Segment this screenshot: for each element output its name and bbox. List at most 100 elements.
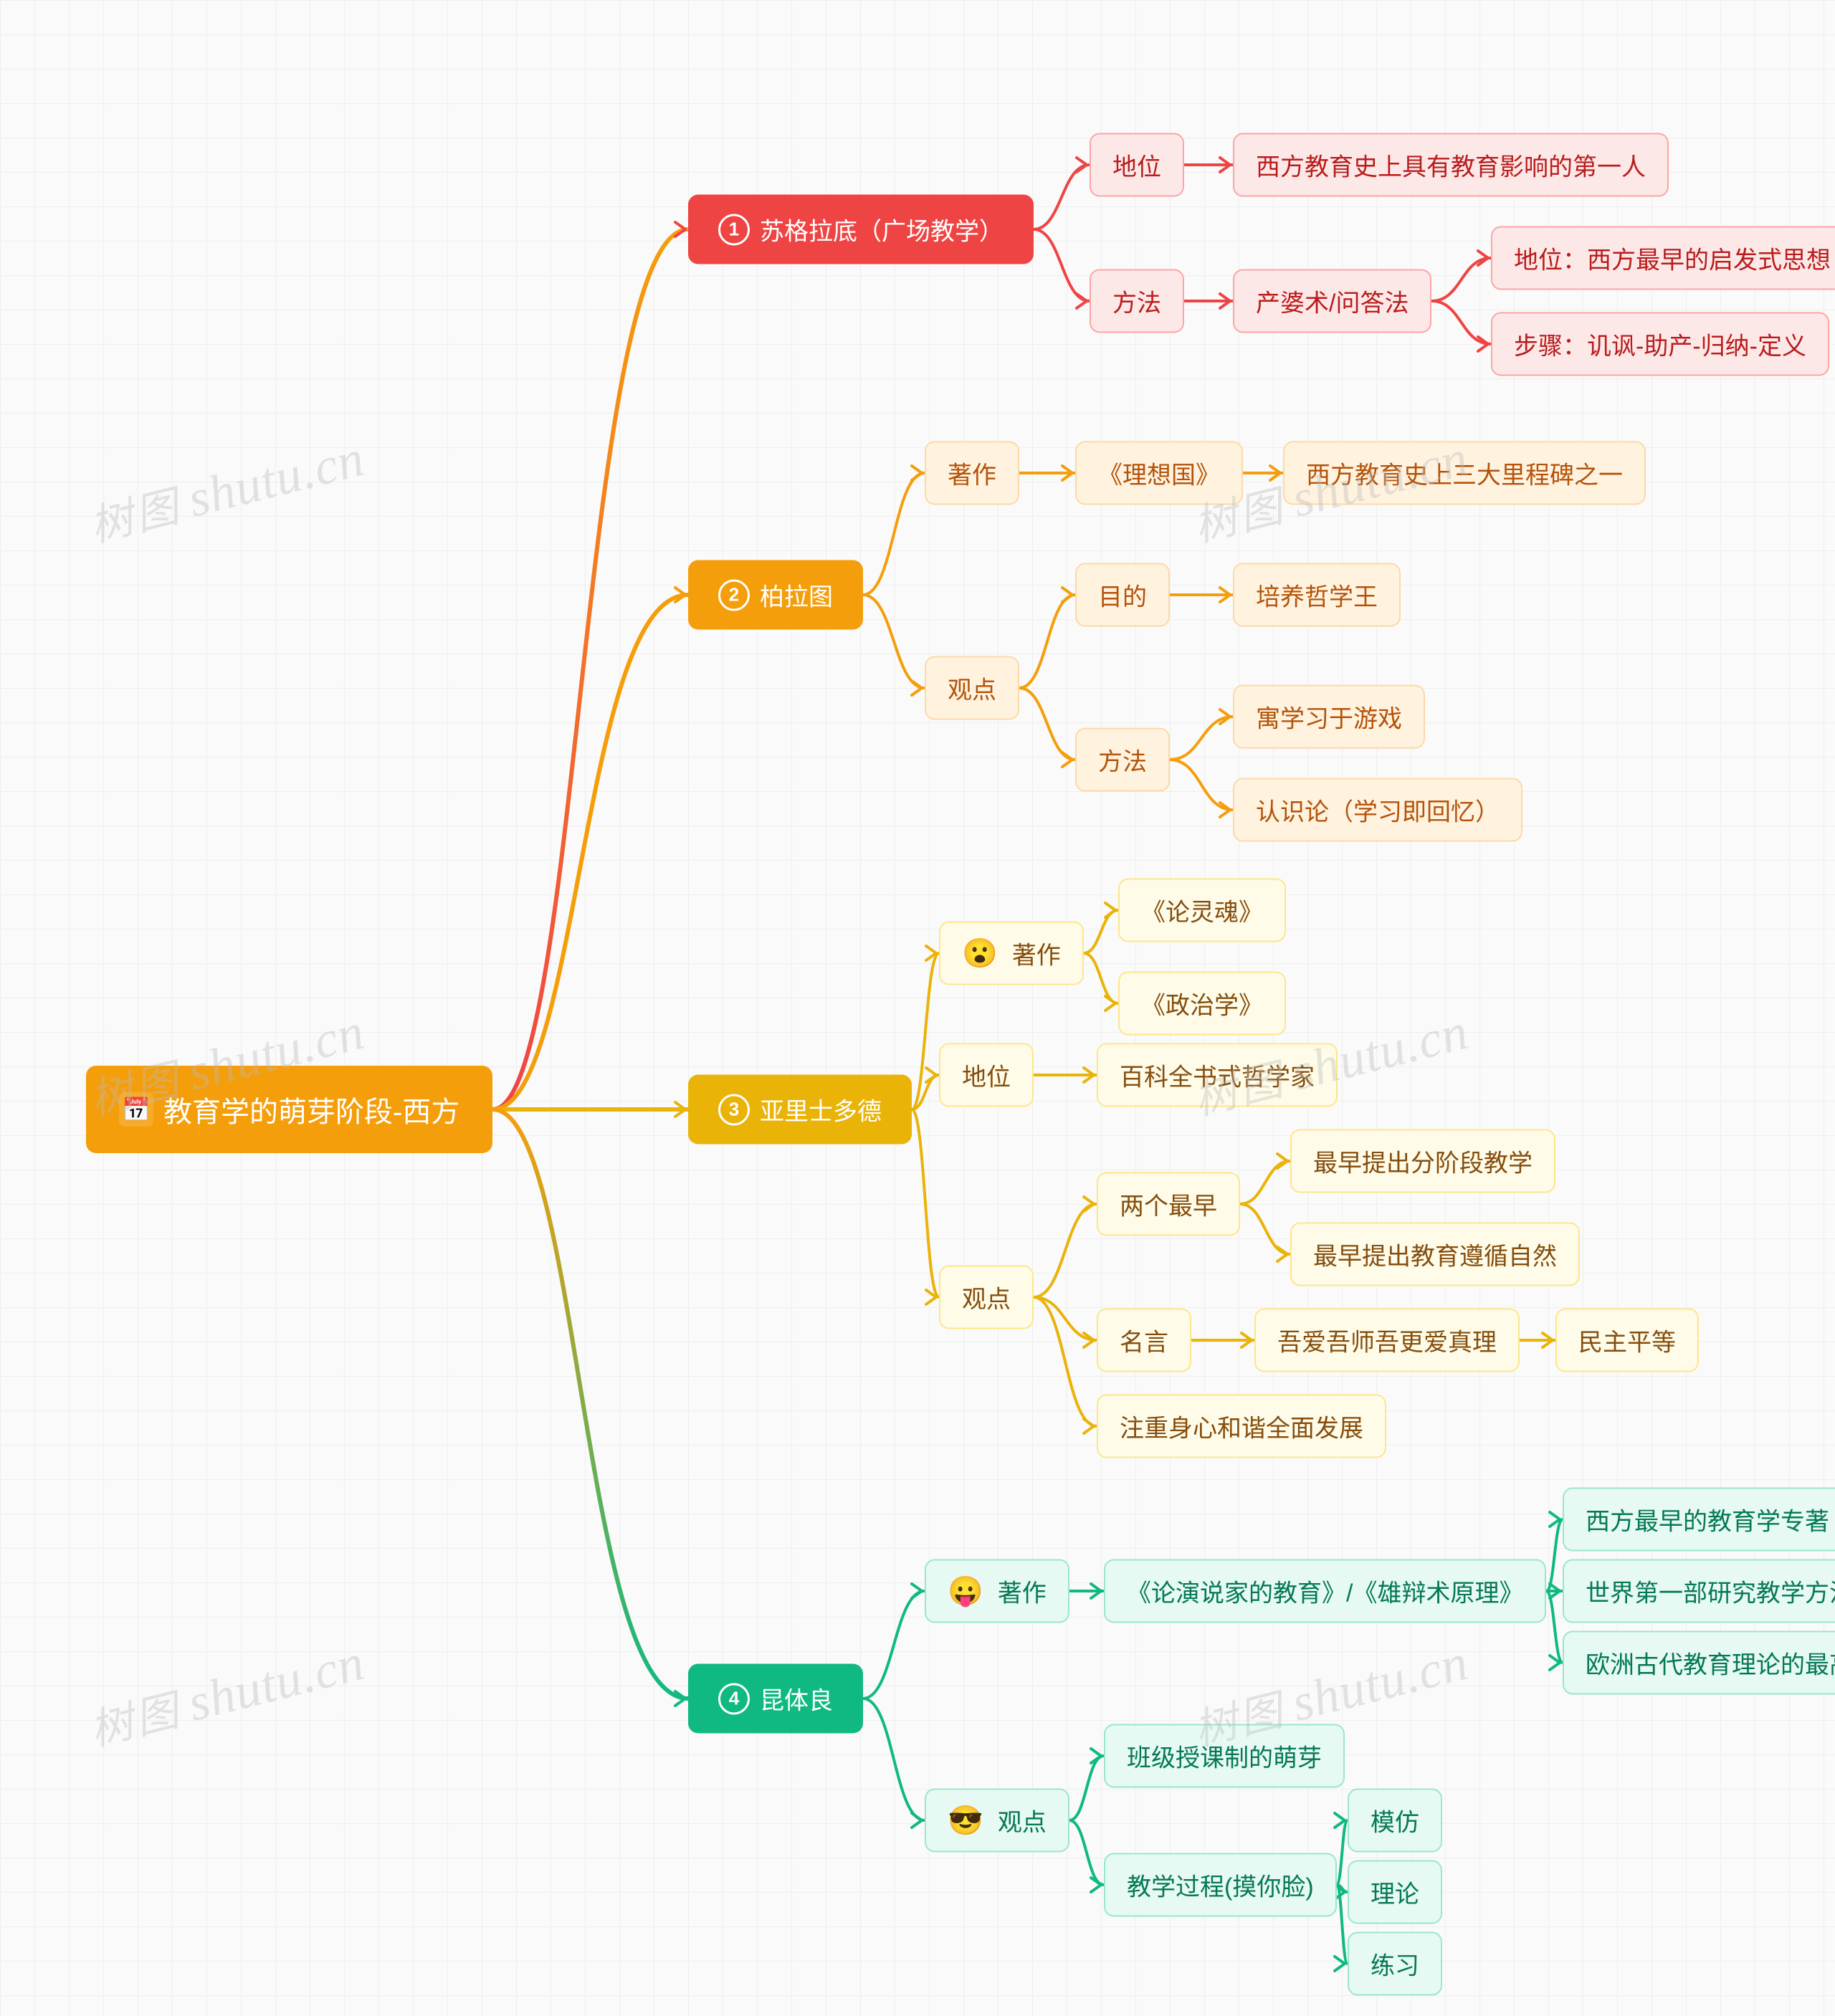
leaf-node[interactable]: 😎 观点 (925, 1789, 1069, 1853)
leaf-node[interactable]: 《理想国》 (1075, 441, 1243, 505)
node-label: 西方教育史上具有教育影响的第一人 (1256, 148, 1646, 183)
leaf-node[interactable]: 😛 著作 (925, 1559, 1069, 1623)
leaf-node[interactable]: 地位 (1090, 133, 1184, 197)
leaf-node[interactable]: 观点 (925, 656, 1019, 720)
node-label: 地位：西方最早的启发式思想 (1514, 241, 1831, 276)
leaf-node[interactable]: 地位 (939, 1043, 1034, 1107)
node-label: 目的 (1098, 578, 1147, 613)
leaf-node[interactable]: 理论 (1348, 1860, 1442, 1924)
leaf-node[interactable]: 培养哲学王 (1233, 563, 1401, 627)
node-label: 观点 (948, 671, 996, 706)
leaf-node[interactable]: 西方教育史上三大里程碑之一 (1283, 441, 1646, 505)
watermark-en: shutu.cn (182, 429, 370, 528)
leaf-node[interactable]: 西方最早的教育学专著 (1563, 1488, 1835, 1552)
node-label: 寓学习于游戏 (1256, 699, 1402, 735)
leaf-node[interactable]: 班级授课制的萌芽 (1104, 1724, 1345, 1788)
node-label: 西方最早的教育学专著 (1586, 1502, 1829, 1537)
node-label: 观点 (998, 1803, 1047, 1838)
node-label: 观点 (962, 1280, 1011, 1315)
node-label: 西方教育史上三大里程碑之一 (1306, 456, 1623, 491)
branch-badge: 4 (718, 1683, 750, 1714)
leaf-node[interactable]: 两个最早 (1097, 1172, 1240, 1236)
leaf-node[interactable]: 名言 (1097, 1309, 1191, 1372)
leaf-node[interactable]: 模仿 (1348, 1789, 1442, 1853)
leaf-node[interactable]: 目的 (1075, 563, 1170, 627)
branch-node[interactable]: 2 柏拉图 (688, 560, 863, 630)
leaf-node[interactable]: 产婆术/问答法 (1233, 269, 1431, 333)
node-label: 《政治学》 (1141, 986, 1263, 1021)
leaf-node[interactable]: 注重身心和谐全面发展 (1097, 1395, 1386, 1458)
node-label: 地位 (1112, 148, 1161, 183)
branch-badge: 1 (718, 214, 750, 245)
node-label: 苏格拉底（广场教学） (760, 212, 1004, 247)
node-label: 方法 (1112, 284, 1161, 319)
emoji-icon: 😛 (948, 1575, 983, 1608)
leaf-node[interactable]: 认识论（学习即回忆） (1233, 778, 1522, 842)
node-label: 著作 (998, 1574, 1047, 1609)
node-label: 柏拉图 (760, 578, 833, 613)
watermark: 树图shutu.cn (82, 426, 370, 554)
leaf-node[interactable]: 教学过程(摸你脸) (1104, 1853, 1337, 1917)
leaf-node[interactable]: 欧洲古代教育理论的最高成就 (1563, 1631, 1835, 1695)
node-label: 注重身心和谐全面发展 (1120, 1409, 1363, 1444)
leaf-node[interactable]: 练习 (1348, 1932, 1442, 1996)
node-label: 产婆术/问答法 (1256, 284, 1409, 319)
node-label: 百科全书式哲学家 (1120, 1058, 1315, 1093)
node-label: 吾爱吾师吾更爱真理 (1277, 1323, 1497, 1358)
calendar-icon: 📅 (119, 1092, 153, 1127)
node-label: 教学过程(摸你脸) (1127, 1868, 1314, 1903)
leaf-node[interactable]: 吾爱吾师吾更爱真理 (1254, 1309, 1520, 1372)
branch-badge: 3 (718, 1094, 750, 1125)
node-label: 民主平等 (1578, 1323, 1676, 1358)
node-label: 亚里士多德 (760, 1092, 882, 1127)
node-label: 练习 (1371, 1946, 1419, 1982)
leaf-node[interactable]: 观点 (939, 1266, 1034, 1329)
root-label: 教育学的萌芽阶段-西方 (163, 1089, 459, 1130)
node-label: 名言 (1120, 1323, 1168, 1358)
leaf-node[interactable]: 西方教育史上具有教育影响的第一人 (1233, 133, 1669, 197)
edge-layer (0, 0, 1835, 2016)
emoji-icon: 😎 (948, 1804, 983, 1838)
watermark-en: shutu.cn (182, 1633, 370, 1732)
node-label: 步骤：讥讽-助产-归纳-定义 (1514, 327, 1806, 362)
watermark: 树图shutu.cn (82, 1630, 370, 1758)
node-label: 最早提出教育遵循自然 (1313, 1237, 1557, 1272)
leaf-node[interactable]: 最早提出分阶段教学 (1290, 1129, 1555, 1193)
node-label: 地位 (962, 1058, 1011, 1093)
root-node[interactable]: 📅 教育学的萌芽阶段-西方 (86, 1066, 492, 1153)
leaf-node[interactable]: 《论灵魂》 (1118, 879, 1286, 942)
emoji-icon: 😮 (962, 937, 998, 970)
leaf-node[interactable]: 民主平等 (1555, 1309, 1699, 1372)
branch-node[interactable]: 4 昆体良 (688, 1664, 863, 1734)
node-label: 著作 (948, 456, 996, 491)
leaf-node[interactable]: 《政治学》 (1118, 972, 1286, 1036)
leaf-node[interactable]: 世界第一部研究教学方法 (1563, 1559, 1835, 1623)
leaf-node[interactable]: 😮 著作 (939, 922, 1084, 985)
node-label: 模仿 (1371, 1803, 1419, 1838)
leaf-node[interactable]: 著作 (925, 441, 1019, 505)
leaf-node[interactable]: 地位：西方最早的启发式思想 (1491, 226, 1835, 290)
node-label: 《论演说家的教育》/《雄辩术原理》 (1127, 1574, 1523, 1609)
node-label: 最早提出分阶段教学 (1313, 1144, 1533, 1179)
leaf-node[interactable]: 最早提出教育遵循自然 (1290, 1223, 1580, 1286)
leaf-node[interactable]: 百科全书式哲学家 (1097, 1043, 1338, 1107)
node-label: 方法 (1098, 742, 1147, 778)
watermark-cn: 树图 (85, 1686, 186, 1754)
node-label: 著作 (1012, 936, 1061, 971)
leaf-node[interactable]: 方法 (1075, 728, 1170, 792)
node-label: 世界第一部研究教学方法 (1586, 1574, 1835, 1609)
node-label: 两个最早 (1120, 1187, 1217, 1222)
branch-node[interactable]: 3 亚里士多德 (688, 1075, 912, 1145)
watermark-en: shutu.cn (1286, 1633, 1474, 1732)
node-label: 班级授课制的萌芽 (1127, 1739, 1322, 1774)
node-label: 昆体良 (760, 1681, 833, 1716)
leaf-node[interactable]: 《论演说家的教育》/《雄辩术原理》 (1104, 1559, 1546, 1623)
node-label: 理论 (1371, 1875, 1419, 1910)
node-label: 《论灵魂》 (1141, 893, 1263, 928)
leaf-node[interactable]: 方法 (1090, 269, 1184, 333)
leaf-node[interactable]: 步骤：讥讽-助产-归纳-定义 (1491, 312, 1829, 376)
leaf-node[interactable]: 寓学习于游戏 (1233, 685, 1425, 749)
branch-node[interactable]: 1 苏格拉底（广场教学） (688, 195, 1034, 264)
node-label: 认识论（学习即回忆） (1256, 793, 1500, 828)
branch-badge: 2 (718, 579, 750, 611)
